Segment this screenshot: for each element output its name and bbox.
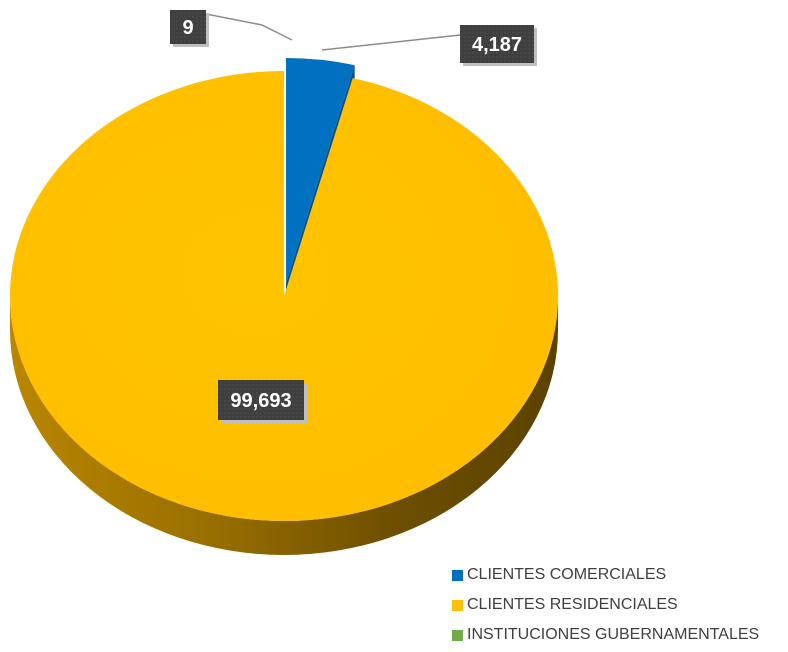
legend-label-gubernamentales: INSTITUCIONES GUBERNAMENTALES [467,626,759,644]
legend-swatch-comerciales [452,570,463,581]
chart-legend: CLIENTES COMERCIALES CLIENTES RESIDENCIA… [452,562,759,652]
leader-line-comerciales [322,35,460,50]
legend-item-residenciales: CLIENTES RESIDENCIALES [452,592,759,618]
legend-item-gubernamentales: INSTITUCIONES GUBERNAMENTALES [452,622,759,648]
data-label-gubernamentales: 9 [170,10,209,47]
legend-swatch-residenciales [452,600,463,611]
data-label-comerciales: 4,187 [460,25,537,66]
leader-line-gubernamentales [206,14,292,40]
legend-label-comerciales: CLIENTES COMERCIALES [467,566,666,584]
legend-item-comerciales: CLIENTES COMERCIALES [452,562,759,588]
data-label-text-residenciales: 99,693 [230,390,291,412]
legend-label-residenciales: CLIENTES RESIDENCIALES [467,596,678,614]
legend-swatch-gubernamentales [452,630,463,641]
data-label-text-comerciales: 4,187 [472,34,522,56]
data-label-residenciales: 99,693 [218,380,307,423]
data-label-text-gubernamentales: 9 [182,17,193,39]
